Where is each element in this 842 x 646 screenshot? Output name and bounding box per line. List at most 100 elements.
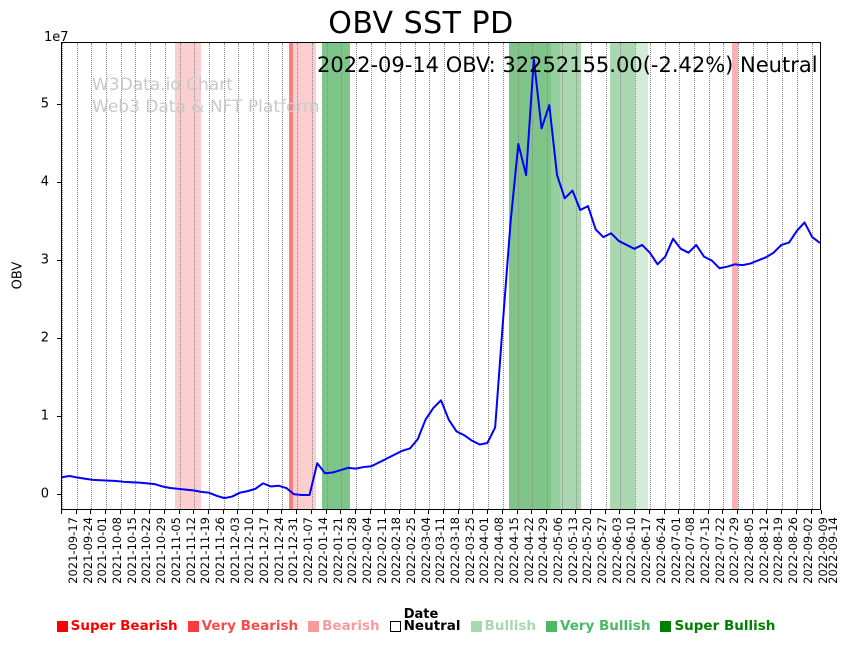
x-tick-label: 2022-08-19 xyxy=(771,517,786,584)
x-tick-mark xyxy=(61,510,62,514)
x-tick-label: 2022-08-05 xyxy=(742,517,757,584)
grid-line xyxy=(546,43,548,509)
grid-line xyxy=(561,43,563,509)
x-tick-label: 2021-11-05 xyxy=(168,517,183,584)
obv-line-series xyxy=(62,58,820,500)
x-tick-mark xyxy=(193,510,195,514)
x-tick-mark xyxy=(604,510,606,514)
obv-line-path xyxy=(62,58,820,500)
legend-label: Very Bullish xyxy=(559,618,651,634)
x-tick-mark xyxy=(237,510,239,514)
grid-line xyxy=(532,43,534,509)
x-tick-label: 2021-12-24 xyxy=(271,517,286,584)
x-tick-mark xyxy=(795,510,797,514)
y-tick-mark xyxy=(57,104,61,106)
x-tick-mark xyxy=(766,510,768,514)
sentiment-band-bearish xyxy=(175,43,201,509)
legend-swatch-icon xyxy=(470,621,482,633)
x-tick-label: 2022-09-14 xyxy=(826,517,840,584)
legend-label: Bearish xyxy=(322,618,380,634)
sentiment-band-bullish xyxy=(559,43,581,509)
legend-label: Super Bullish xyxy=(674,618,776,634)
y-axis-ticks: 0 1 2 3 4 5 xyxy=(0,0,61,646)
y-tick-mark xyxy=(57,182,61,184)
y-tick-label: 5 xyxy=(40,96,49,112)
grid-line xyxy=(752,43,754,509)
grid-line xyxy=(796,43,798,509)
sentiment-band-very-bearish xyxy=(288,43,293,509)
x-tick-label: 2022-06-10 xyxy=(624,517,639,584)
y-tick-label: 1 xyxy=(40,408,49,424)
grid-line xyxy=(208,43,210,509)
x-tick-mark xyxy=(487,510,489,514)
y-tick-label: 0 xyxy=(40,486,49,502)
x-tick-mark xyxy=(737,510,739,514)
x-tick-mark xyxy=(619,510,621,514)
x-tick-label: 2022-05-20 xyxy=(580,517,595,584)
x-tick-mark xyxy=(663,510,665,514)
grid-line xyxy=(429,43,431,509)
x-tick-mark xyxy=(692,510,694,514)
legend-label: Very Bearish xyxy=(201,618,299,634)
grid-line xyxy=(473,43,475,509)
grid-line xyxy=(738,43,740,509)
y-tick-label: 2 xyxy=(40,330,49,346)
grid-line xyxy=(76,43,78,509)
y-tick-label: 3 xyxy=(40,252,49,268)
x-tick-label: 2022-02-18 xyxy=(389,517,404,584)
x-tick-label: 2022-03-18 xyxy=(448,517,463,584)
x-tick-label: 2022-04-01 xyxy=(477,517,492,584)
legend-item-very-bearish[interactable]: Very Bearish xyxy=(187,618,299,634)
x-tick-label: 2022-01-21 xyxy=(330,517,345,584)
legend-item-neutral[interactable]: Neutral xyxy=(389,618,461,634)
x-tick-mark xyxy=(310,510,312,514)
x-tick-mark xyxy=(634,510,636,514)
legend-item-super-bearish[interactable]: Super Bearish xyxy=(56,619,178,634)
x-tick-mark xyxy=(531,510,533,514)
x-tick-label: 2021-12-17 xyxy=(257,517,272,584)
x-tick-mark xyxy=(560,510,562,514)
annotation-layer: 2022-09-14 OBV: 32252155.00(-2.42%) Neut… xyxy=(62,43,820,509)
legend-swatch-icon xyxy=(389,621,401,633)
x-tick-label: 2022-04-29 xyxy=(536,517,551,584)
legend-item-super-bullish[interactable]: Super Bullish xyxy=(660,618,776,634)
legend-item-bearish[interactable]: Bearish xyxy=(308,618,380,634)
x-tick-mark xyxy=(340,510,342,514)
x-tick-mark xyxy=(590,510,592,514)
x-tick-label: 2022-01-07 xyxy=(301,517,316,584)
grid-line xyxy=(649,43,651,509)
x-tick-mark xyxy=(501,510,503,514)
sentiment-band-bullish xyxy=(635,43,648,509)
grid-line xyxy=(664,43,666,509)
x-tick-mark xyxy=(413,510,415,514)
grid-line xyxy=(62,43,63,509)
grid-line xyxy=(385,43,387,509)
x-tick-label: 2022-08-12 xyxy=(756,517,771,584)
grid-line xyxy=(723,43,725,509)
x-tick-label: 2022-05-06 xyxy=(550,517,565,584)
legend-item-bullish[interactable]: Bullish xyxy=(470,619,536,634)
legend-item-very-bullish[interactable]: Very Bullish xyxy=(545,618,651,634)
legend-label: Neutral xyxy=(403,618,461,634)
x-tick-label: 2022-03-04 xyxy=(418,517,433,584)
x-tick-mark xyxy=(90,510,92,514)
x-tick-label: 2021-11-26 xyxy=(212,517,227,584)
grid-line xyxy=(355,43,357,509)
sentiment-band-bearish xyxy=(292,43,317,509)
x-tick-mark xyxy=(751,510,753,514)
grid-line xyxy=(267,43,269,509)
x-tick-mark xyxy=(457,510,459,514)
x-tick-mark xyxy=(281,510,283,514)
x-tick-mark xyxy=(119,510,121,514)
x-tick-label: 2021-10-29 xyxy=(154,517,169,584)
grid-line xyxy=(444,43,446,509)
legend: Super Bearish Very Bearish Bearish Neutral B… xyxy=(0,618,842,634)
grid-line xyxy=(708,43,710,509)
x-tick-label: 2022-02-11 xyxy=(374,517,389,584)
grid-line xyxy=(311,43,313,509)
y-tick-mark xyxy=(57,416,61,418)
x-tick-mark xyxy=(384,510,386,514)
legend-swatch-icon xyxy=(308,621,320,633)
y-axis-offset-text: 1e7 xyxy=(44,30,69,45)
x-tick-label: 2022-03-11 xyxy=(433,517,448,584)
